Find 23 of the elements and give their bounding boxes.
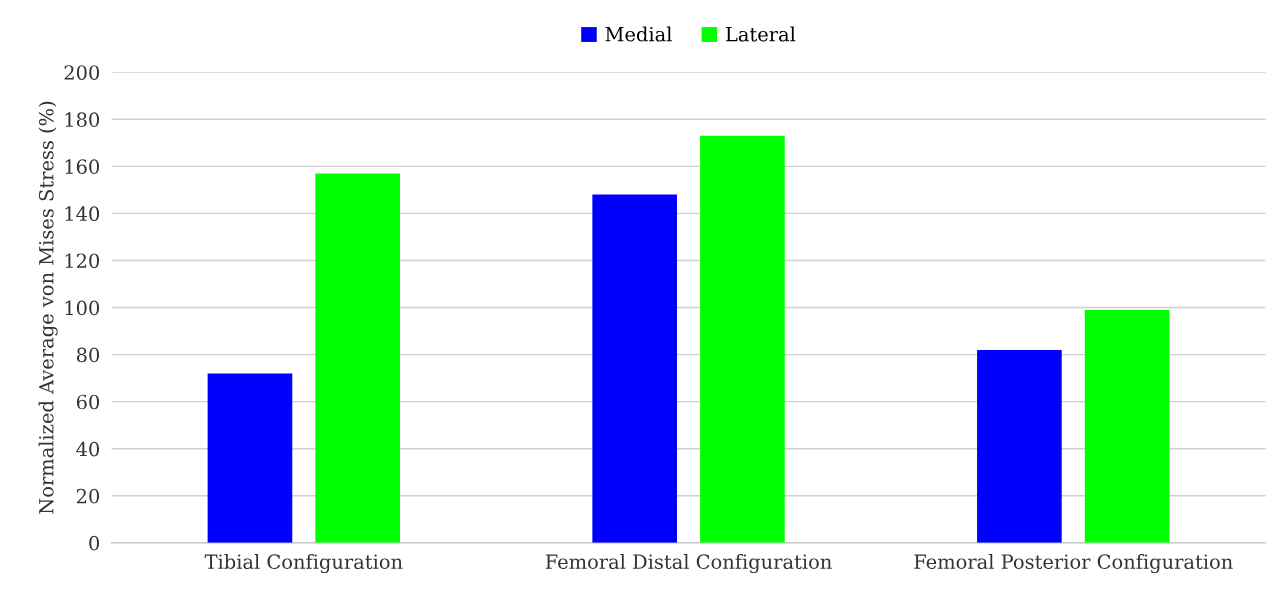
bar [315, 173, 400, 543]
x-tick-label: Tibial Configuration [204, 553, 403, 574]
y-tick-label: 160 [65, 159, 100, 175]
bar [700, 135, 785, 543]
y-axis-title: Normalized Average von Mises Stress (%) [38, 101, 58, 514]
y-tick-label: 200 [64, 65, 100, 80]
y-tick-label: 0 [89, 535, 100, 551]
bar [977, 349, 1062, 543]
y-tick-label: 60 [76, 394, 100, 410]
x-tick-label: Femoral Distal Configuration [545, 553, 832, 574]
bar [1084, 309, 1170, 543]
y-tick-label: 120 [65, 253, 100, 269]
bar [592, 194, 677, 543]
x-tick-label: Femoral Posterior Configuration [914, 553, 1233, 574]
y-tick-label: 20 [76, 488, 100, 504]
y-tick-label: 100 [65, 300, 100, 316]
legend-label: Medial [605, 26, 672, 42]
y-tick-label: 40 [76, 441, 100, 457]
y-tick-label: 80 [76, 347, 100, 363]
y-tick-label: 180 [65, 112, 100, 127]
bar [207, 373, 293, 543]
y-tick-label: 140 [65, 206, 100, 222]
legend-label: Lateral [726, 26, 796, 42]
